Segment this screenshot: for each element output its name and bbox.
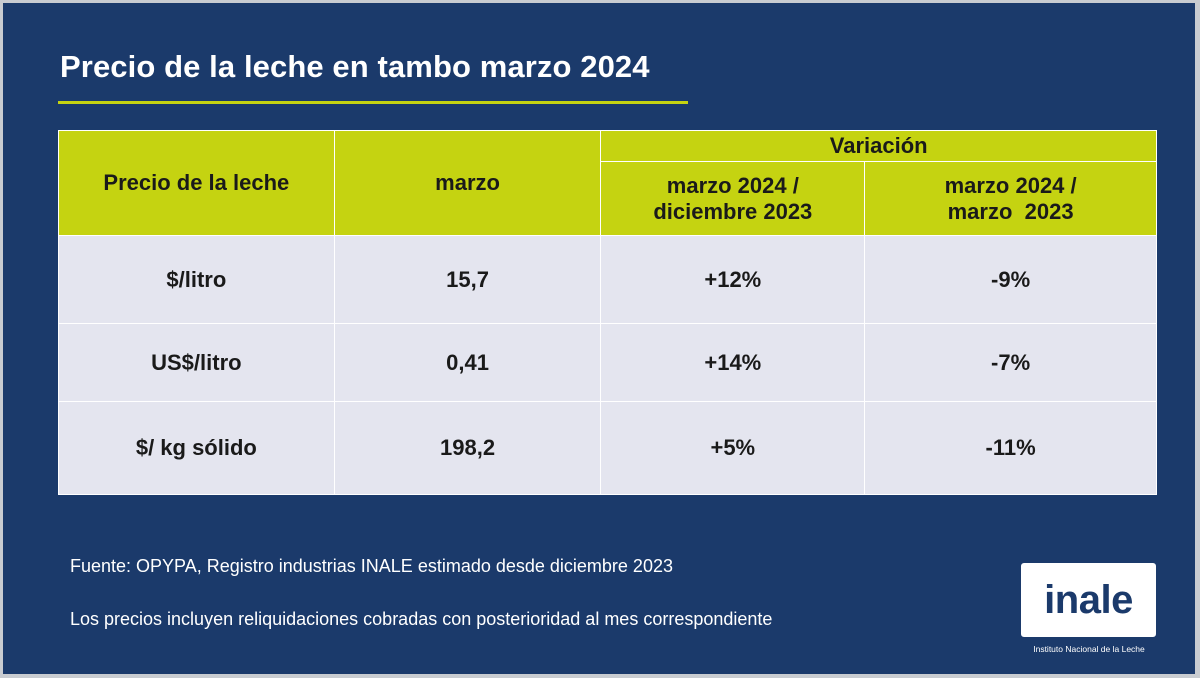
cell-unit: $/ kg sólido — [58, 401, 335, 495]
disclaimer-note: Los precios incluyen reliquidaciones cob… — [70, 609, 773, 629]
header-marzo: marzo — [333, 130, 602, 236]
header-var-diciembre-line2: diciembre 2023 — [653, 198, 813, 224]
header-var-marzo: marzo 2024 / marzo 2023 — [864, 161, 1157, 236]
title-underline — [58, 101, 688, 104]
cell-unit: US$/litro — [58, 323, 335, 402]
cell-var-diciembre: +5% — [600, 401, 866, 495]
header-var-diciembre-line1: marzo 2024 / — [666, 172, 799, 198]
inale-logo: inale — [1021, 563, 1156, 637]
table-row: $/ kg sólido 198,2 +5% -11% — [58, 401, 1157, 495]
header-precio: Precio de la leche — [58, 130, 335, 236]
logo-wordmark: inale — [1044, 577, 1133, 622]
header-var-diciembre: marzo 2024 / diciembre 2023 — [600, 161, 866, 236]
cell-var-marzo: -7% — [864, 323, 1157, 402]
logo-subtitle: Instituto Nacional de la Leche — [1033, 644, 1145, 654]
cell-var-marzo: -11% — [864, 401, 1157, 495]
cell-var-diciembre: +12% — [600, 235, 866, 324]
table-row: $/litro 15,7 +12% -9% — [58, 235, 1157, 324]
header-variacion: Variación — [600, 130, 1157, 162]
slide: Precio de la leche en tambo marzo 2024 P… — [3, 3, 1195, 674]
source-note: Fuente: OPYPA, Registro industrias INALE… — [70, 556, 673, 576]
cell-var-diciembre: +14% — [600, 323, 866, 402]
cell-marzo: 0,41 — [333, 323, 602, 402]
header-var-marzo-line1: marzo 2024 / — [944, 172, 1077, 198]
price-table: Precio de la leche marzo Variación marzo… — [58, 130, 1157, 495]
cell-var-marzo: -9% — [864, 235, 1157, 324]
cell-unit: $/litro — [58, 235, 335, 324]
page-title: Precio de la leche en tambo marzo 2024 — [60, 49, 650, 84]
cell-marzo: 15,7 — [333, 235, 602, 324]
header-var-marzo-line2: marzo 2023 — [947, 198, 1074, 224]
table-row: US$/litro 0,41 +14% -7% — [58, 323, 1157, 402]
cell-marzo: 198,2 — [333, 401, 602, 495]
